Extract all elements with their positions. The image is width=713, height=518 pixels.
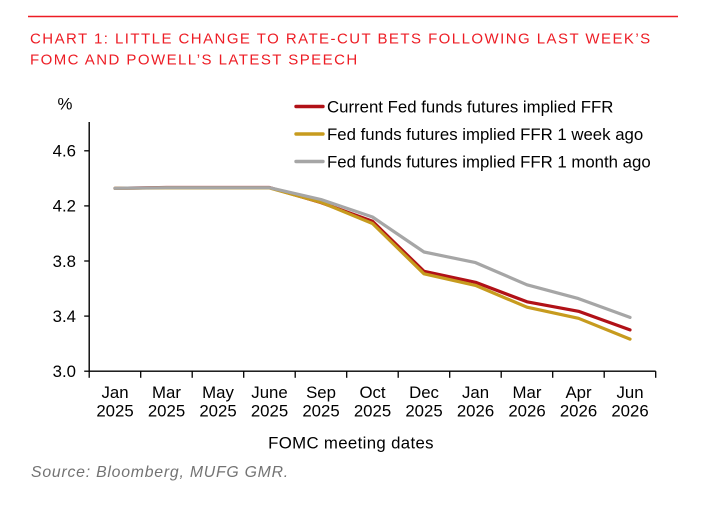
svg-text:3.4: 3.4 — [53, 307, 76, 326]
svg-text:June: June — [251, 383, 287, 402]
svg-text:FOMC AND POWELL’S LATEST SPEEC: FOMC AND POWELL’S LATEST SPEECH — [30, 52, 359, 69]
svg-text:2025: 2025 — [199, 402, 236, 421]
svg-text:CHART 1: LITTLE CHANGE TO RATE: CHART 1: LITTLE CHANGE TO RATE-CUT BETS … — [30, 31, 652, 48]
svg-text:FOMC meeting dates: FOMC meeting dates — [268, 434, 434, 453]
svg-text:Jun: Jun — [616, 383, 643, 402]
svg-text:2026: 2026 — [560, 402, 597, 421]
svg-text:Apr: Apr — [565, 383, 592, 402]
svg-text:Dec: Dec — [409, 383, 439, 402]
svg-text:2025: 2025 — [96, 402, 133, 421]
svg-text:Current Fed funds futures impl: Current Fed funds futures implied FFR — [327, 98, 613, 117]
svg-text:Jan: Jan — [462, 383, 489, 402]
svg-text:3.8: 3.8 — [53, 252, 76, 271]
svg-text:2025: 2025 — [302, 402, 339, 421]
svg-text:2025: 2025 — [405, 402, 442, 421]
svg-text:Fed funds futures implied FFR: Fed funds futures implied FFR 1 week ago — [327, 125, 643, 144]
svg-text:Mar: Mar — [513, 383, 542, 402]
svg-text:4.6: 4.6 — [53, 142, 76, 161]
svg-text:Source: Bloomberg, MUFG GMR.: Source: Bloomberg, MUFG GMR. — [31, 464, 289, 481]
svg-text:May: May — [202, 383, 234, 402]
svg-text:4.2: 4.2 — [53, 197, 76, 216]
svg-text:2026: 2026 — [508, 402, 545, 421]
svg-text:2025: 2025 — [354, 402, 391, 421]
svg-text:Oct: Oct — [359, 383, 385, 402]
svg-text:Jan: Jan — [101, 383, 128, 402]
svg-text:Fed funds futures implied FFR: Fed funds futures implied FFR 1 month ag… — [327, 153, 651, 172]
svg-text:%: % — [58, 95, 73, 114]
svg-text:2025: 2025 — [251, 402, 288, 421]
svg-text:Sep: Sep — [306, 383, 336, 402]
svg-text:2026: 2026 — [457, 402, 494, 421]
svg-text:2026: 2026 — [611, 402, 648, 421]
svg-text:2025: 2025 — [148, 402, 185, 421]
svg-text:3.0: 3.0 — [53, 362, 76, 381]
svg-text:Mar: Mar — [152, 383, 181, 402]
